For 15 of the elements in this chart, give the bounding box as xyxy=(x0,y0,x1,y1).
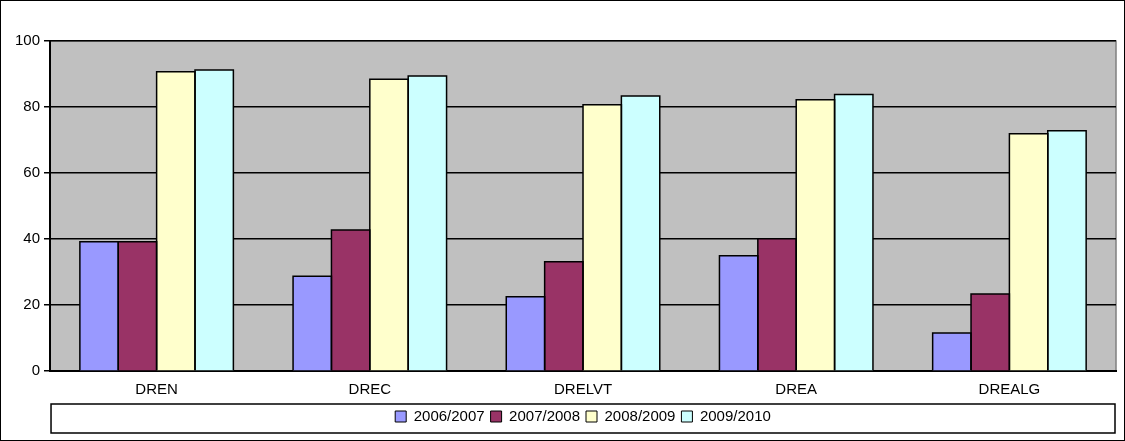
y-tick-label: 100 xyxy=(15,31,41,49)
y-tick-label: 60 xyxy=(23,163,41,181)
legend-label: 2009/2010 xyxy=(699,406,771,424)
y-tick-label: 0 xyxy=(31,361,41,379)
x-tick-label: DRELVT xyxy=(553,380,613,398)
legend-label: 2006/2007 xyxy=(413,406,485,424)
legend-label: 2007/2008 xyxy=(509,406,581,424)
x-tick-label: DREALG xyxy=(978,380,1041,398)
x-tick-label: DREA xyxy=(775,380,818,398)
x-tick-label: DREC xyxy=(348,380,392,398)
y-tick-label: 40 xyxy=(23,229,41,247)
x-tick-label: DREN xyxy=(135,380,178,398)
y-tick-label: 80 xyxy=(23,97,41,115)
y-tick-label: 20 xyxy=(23,295,41,313)
legend-label: 2008/2009 xyxy=(604,406,676,424)
